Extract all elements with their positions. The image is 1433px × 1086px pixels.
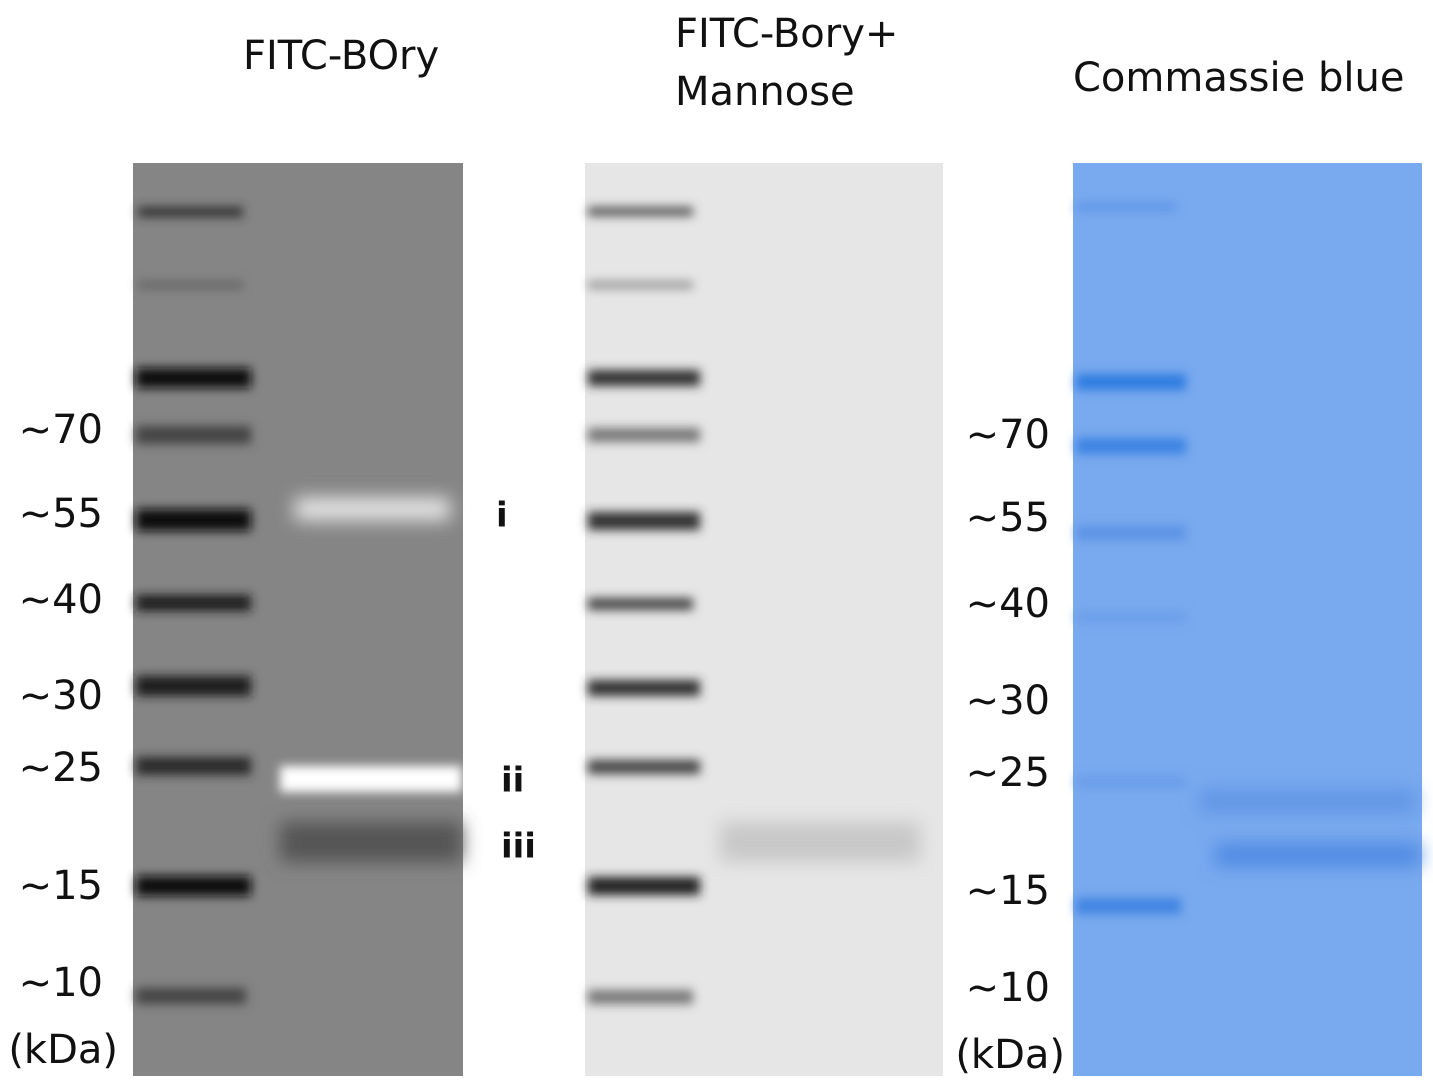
marker-label: ~15 — [19, 863, 103, 909]
ladder — [136, 207, 251, 1004]
panel-title: FITC-BOry — [243, 33, 439, 79]
marker-label: ~30 — [966, 678, 1050, 724]
marker-label: ~55 — [19, 491, 103, 537]
marker-label: ~55 — [966, 495, 1050, 541]
gel-background — [133, 163, 463, 1076]
panel-title: Mannose — [675, 69, 855, 115]
marker-label: ~30 — [19, 673, 103, 719]
marker-label: ~15 — [966, 868, 1050, 914]
panel-title: FITC-Bory+ — [675, 11, 898, 57]
marker-label: ~70 — [19, 407, 103, 453]
marker-label: ~40 — [966, 581, 1050, 627]
marker-label: ~70 — [966, 412, 1050, 458]
gel-panel-1 — [133, 163, 463, 1076]
ladder — [1076, 203, 1186, 914]
marker-label: ~10 — [19, 960, 103, 1006]
sample-bands — [280, 498, 462, 862]
gel-panel-3 — [1073, 163, 1422, 1076]
marker-label: ~25 — [966, 750, 1050, 796]
panel-title: Commassie blue — [1073, 55, 1404, 101]
unit-label: (kDa) — [955, 1032, 1065, 1078]
gel-panel-2 — [585, 163, 943, 1076]
unit-label: (kDa) — [8, 1027, 118, 1073]
band-label: ii — [501, 761, 524, 801]
ladder — [588, 207, 700, 1004]
sample-bands — [1200, 790, 1420, 866]
marker-label: ~10 — [966, 965, 1050, 1011]
marker-label: ~25 — [19, 745, 103, 791]
faint-band — [720, 822, 920, 862]
gel-background — [585, 163, 943, 1076]
band-label: iii — [501, 827, 536, 867]
marker-label: ~40 — [19, 577, 103, 623]
band-label: i — [496, 496, 508, 536]
